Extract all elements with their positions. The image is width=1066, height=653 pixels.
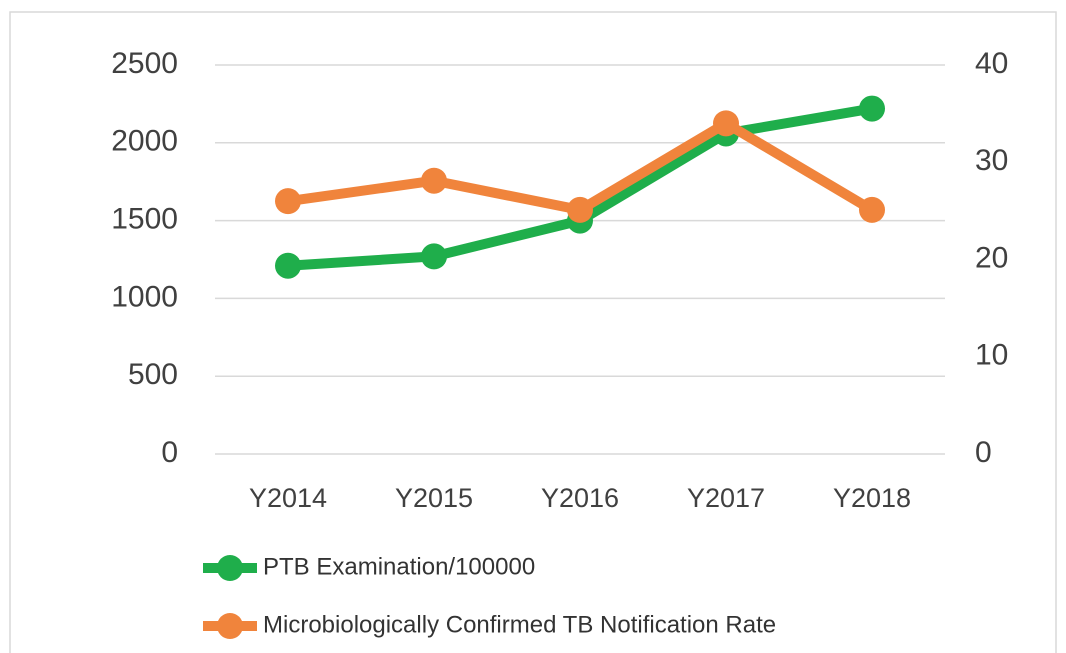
point [421,167,447,194]
point [275,188,301,215]
point [567,196,593,223]
y-tick-label: 1000 [111,280,178,313]
x-tick-label: Y2015 [395,483,473,513]
legend-label: Microbiologically Confirmed TB Notificat… [263,611,776,638]
y2-tick-label: 30 [975,144,1008,177]
point [713,110,739,137]
legend-label: PTB Examination/100000 [263,553,535,580]
y-tick-label: 2500 [111,47,178,80]
y2-tick-label: 20 [975,241,1008,274]
point [421,243,447,270]
chart-frame [9,11,1057,653]
y-tick-label: 0 [161,436,178,469]
y2-tick-label: 0 [975,436,992,469]
y2-tick-label: 10 [975,339,1008,372]
legend-marker [217,555,243,581]
y-tick-label: 500 [128,358,178,391]
x-tick-label: Y2014 [249,483,327,513]
x-tick-label: Y2018 [833,483,911,513]
point [275,252,301,279]
y2-tick-label: 40 [975,47,1008,80]
point [859,196,885,223]
x-tick-label: Y2016 [541,483,619,513]
x-tick-label: Y2017 [687,483,765,513]
y-tick-label: 2000 [111,125,178,158]
point [859,95,885,122]
legend-marker [217,613,243,639]
y-tick-label: 1500 [111,203,178,236]
